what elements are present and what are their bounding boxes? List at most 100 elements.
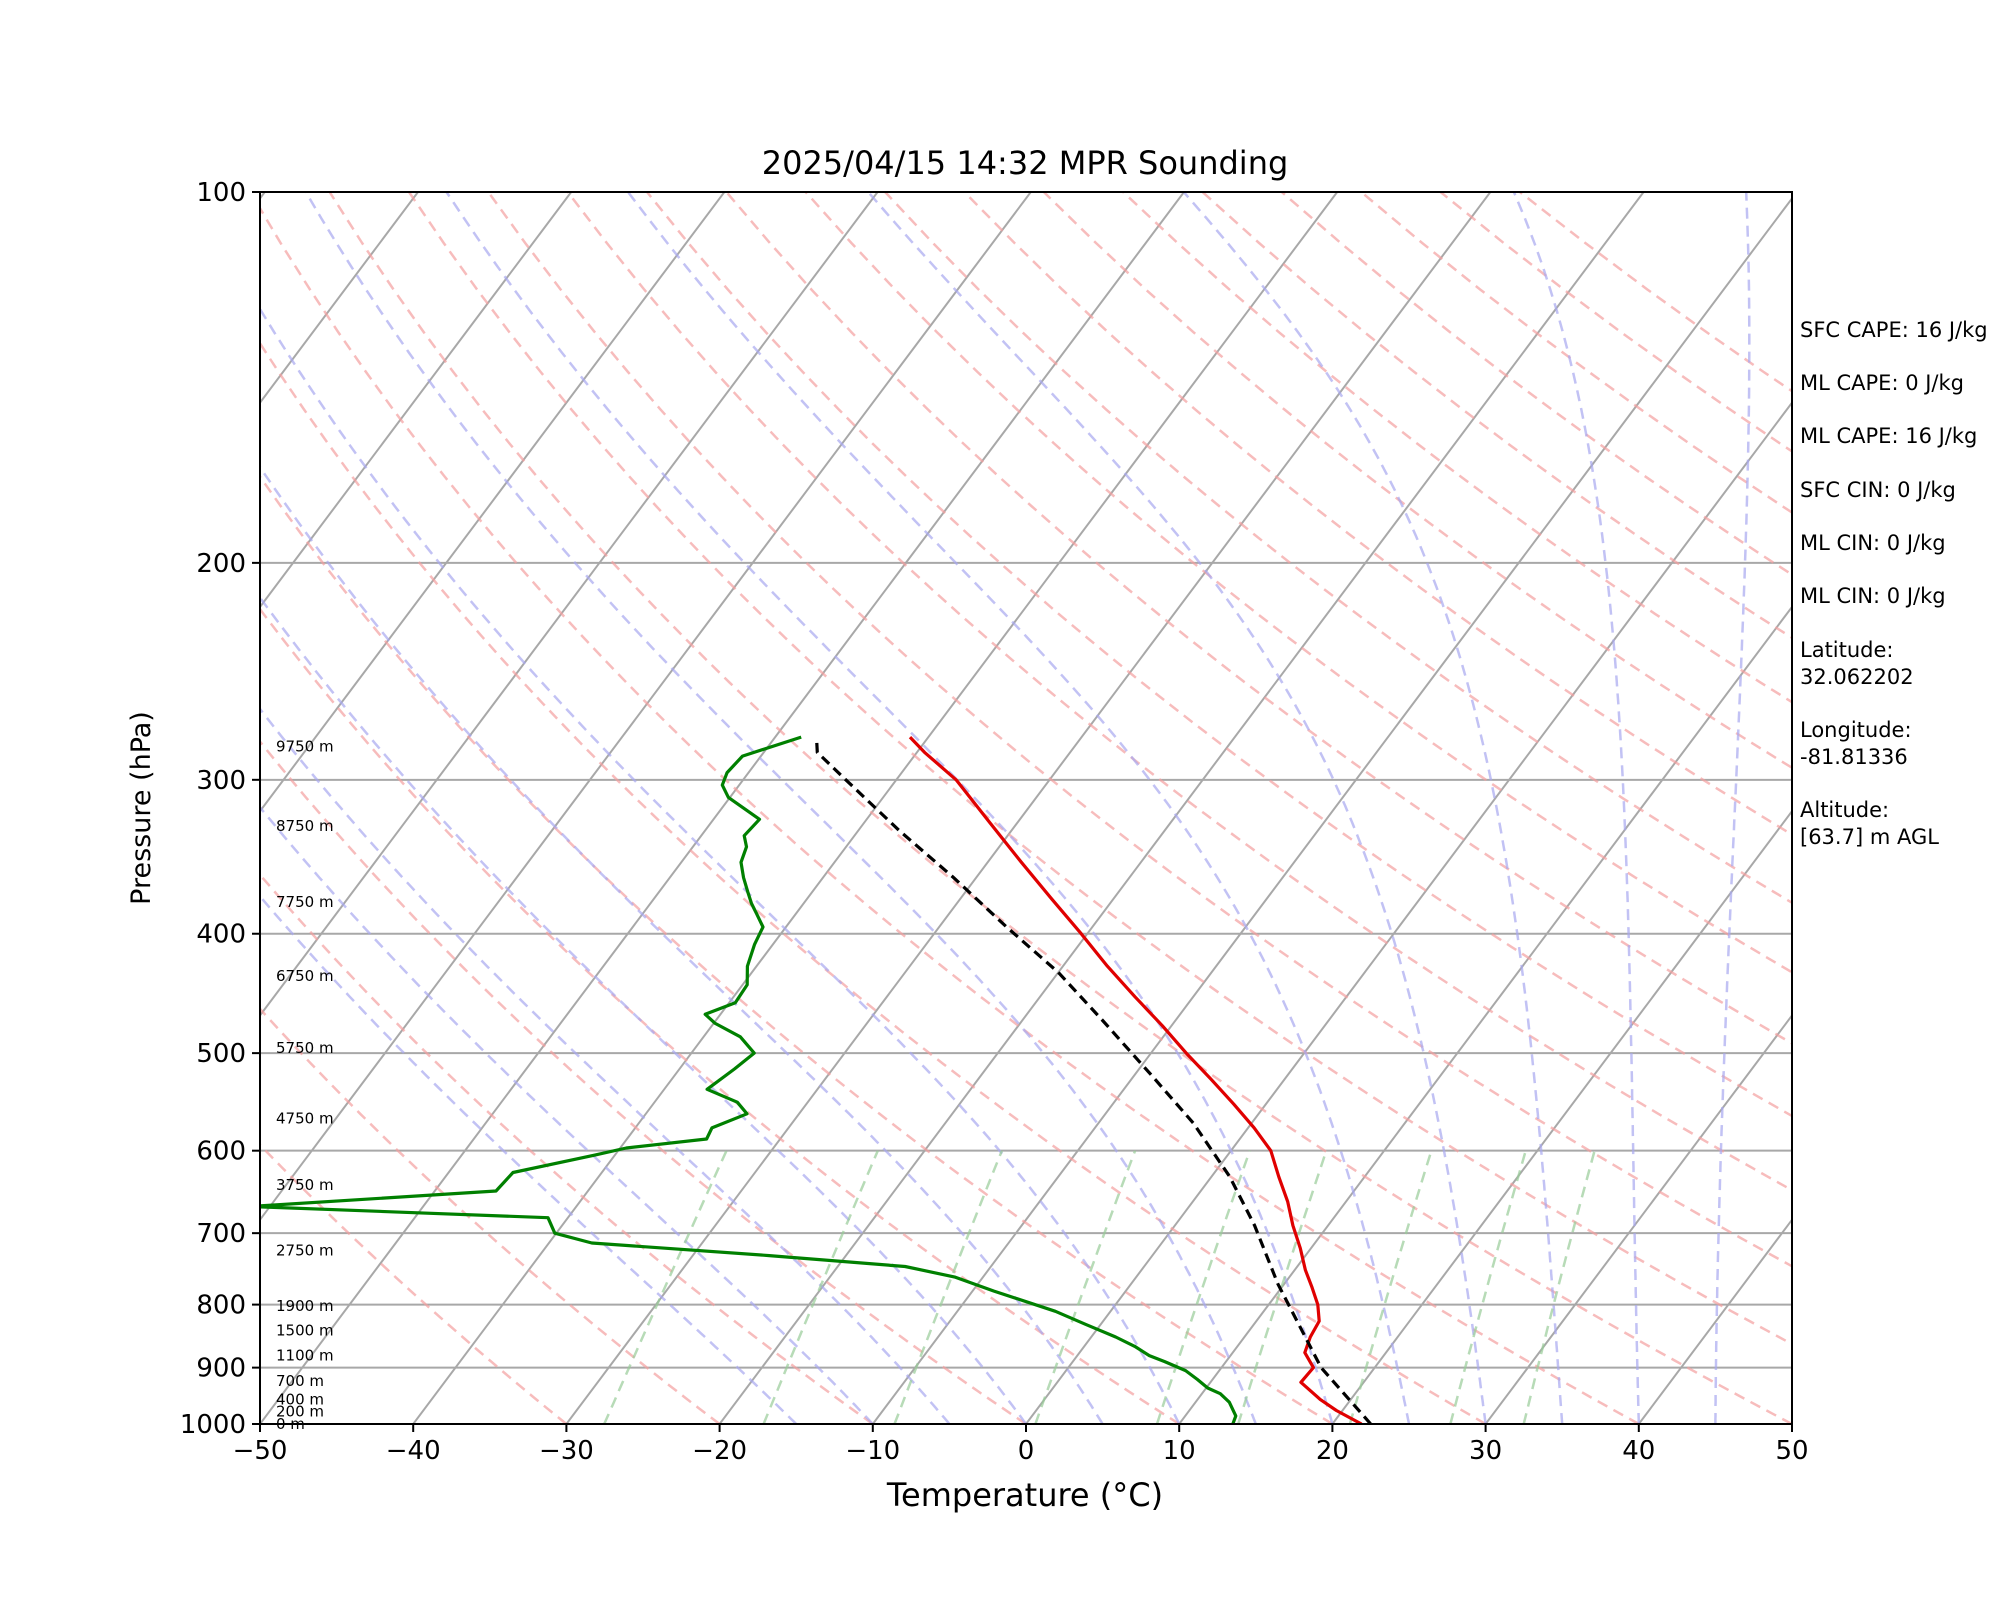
isotherm-line: [1178, 605, 1792, 1424]
x-tick-label: 50: [1775, 1436, 1808, 1466]
y-tick-label: 300: [196, 766, 246, 796]
latitude-label: Latitude:: [1800, 638, 1894, 662]
x-tick-label: 20: [1316, 1436, 1349, 1466]
x-tick-label: 30: [1469, 1436, 1502, 1466]
background-lines: [260, 192, 1792, 1424]
moist-adiabat: [260, 706, 951, 1424]
series-group: [260, 735, 1372, 1424]
plot-frame: [259, 191, 1793, 1425]
temperature-profile: [908, 735, 1363, 1424]
height-label: 6750 m: [276, 967, 334, 985]
mixing-ratio-line: [1348, 1150, 1433, 1424]
dry-adiabat: [1122, 192, 1792, 704]
isotherm-line: [260, 192, 573, 609]
height-label: 8750 m: [276, 817, 334, 835]
height-label: 200 m: [276, 1403, 324, 1421]
x-tick-label: 40: [1622, 1436, 1655, 1466]
altitude-label: Altitude:: [1800, 798, 1890, 822]
dry-adiabat: [260, 205, 1640, 1424]
moist-adiabat: [304, 192, 1257, 1424]
x-tick-label: −40: [386, 1436, 441, 1466]
side-stat-ml-cin-2: ML CIN: 0 J/kg: [1800, 584, 1946, 608]
height-label: 3750 m: [276, 1176, 334, 1194]
moist-adiabat: [260, 464, 1104, 1424]
y-axis-label: Pressure (hPa): [126, 711, 157, 905]
moist-adiabat: [260, 894, 798, 1424]
y-tick-label: 200: [196, 549, 246, 579]
isotherm-line: [871, 196, 1792, 1424]
dry-adiabat: [260, 1007, 721, 1424]
dry-adiabat: [646, 192, 1792, 1118]
x-axis-label: Temperature (°C): [886, 1476, 1163, 1514]
x-tick-label: −50: [233, 1436, 288, 1466]
moist-adiabat: [445, 192, 1334, 1424]
height-label: 0 m: [276, 1415, 305, 1433]
isotherm-line: [260, 192, 726, 813]
side-stat-ml-cin: ML CIN: 0 J/kg: [1800, 531, 1946, 555]
dry-adiabat: [328, 192, 1792, 1424]
moist-adiabat: [1512, 192, 1641, 1424]
mixing-ratio-line: [1522, 1150, 1596, 1424]
side-stat-ml-cape: ML CAPE: 0 J/kg: [1800, 371, 1965, 395]
isotherm-line: [1331, 809, 1792, 1424]
isotherm-line: [565, 192, 1492, 1424]
altitude-value: [63.7] m AGL: [1800, 825, 1939, 849]
longitude-label: Longitude:: [1800, 718, 1912, 742]
height-label: 400 m: [276, 1390, 324, 1408]
height-label: 5750 m: [276, 1039, 334, 1057]
height-label: 1900 m: [276, 1297, 334, 1315]
y-tick-label: 900: [196, 1354, 246, 1384]
isotherm-line: [1025, 401, 1792, 1424]
height-label: 700 m: [276, 1372, 324, 1390]
height-label: 1100 m: [276, 1347, 334, 1365]
dry-adiabat: [487, 192, 1792, 1268]
y-tick-label: 500: [196, 1039, 246, 1069]
dry-adiabat: [260, 474, 1334, 1424]
parcel-profile: [814, 737, 1372, 1424]
moist-adiabat: [1714, 192, 1751, 1424]
y-tick-label: 800: [196, 1291, 246, 1321]
chart-title: 2025/04/15 14:32 MPR Sounding: [762, 144, 1289, 182]
mixing-ratio-line: [893, 1150, 1004, 1424]
height-label: 1500 m: [276, 1322, 334, 1340]
moist-adiabat: [627, 192, 1411, 1424]
dewpoint-profile: [260, 735, 1238, 1424]
dry-adiabat: [260, 739, 1027, 1424]
y-tick-label: 700: [196, 1219, 246, 1249]
dry-adiabat: [260, 1143, 568, 1424]
height-label: 2750 m: [276, 1241, 334, 1259]
dry-adiabat: [260, 607, 1180, 1424]
side-stat-ml-cape-2: ML CAPE: 16 J/kg: [1800, 424, 1978, 448]
side-stat-sfc-cin: SFC CIN: 0 J/kg: [1800, 478, 1956, 502]
moist-adiabat: [867, 192, 1487, 1424]
isotherm-line: [718, 192, 1645, 1424]
isotherm-line: [260, 192, 419, 405]
mixing-ratio-line: [1155, 1150, 1251, 1424]
moist-adiabat: [260, 595, 1028, 1424]
dry-adiabat: [260, 341, 1487, 1424]
mixing-ratio-line: [1034, 1150, 1137, 1424]
x-axis: −50 −40 −30 −20 −10 0 10 20 30 40 50: [233, 1424, 1809, 1466]
isotherm-line: [260, 192, 879, 1018]
height-label: 9750 m: [276, 738, 334, 756]
dry-adiabat: [566, 192, 1792, 1192]
dry-adiabat: [963, 192, 1792, 837]
y-tick-label: 1000: [180, 1410, 246, 1440]
isotherm-line: [260, 192, 1185, 1424]
height-label: 7750 m: [276, 893, 334, 911]
dry-adiabat: [804, 192, 1792, 974]
mixing-ratio-line: [762, 1150, 879, 1424]
moist-adiabat: [260, 306, 1181, 1424]
x-tick-label: 0: [1018, 1436, 1035, 1466]
x-tick-label: −30: [539, 1436, 594, 1466]
dry-adiabat: [407, 192, 1792, 1346]
latitude-value: 32.062202: [1800, 665, 1914, 689]
moist-adiabat: [1182, 192, 1564, 1424]
side-stat-sfc-cape: SFC CAPE: 16 J/kg: [1800, 318, 1988, 342]
height-label: 4750 m: [276, 1110, 334, 1128]
y-tick-label: 600: [196, 1137, 246, 1167]
dry-adiabat: [260, 872, 874, 1424]
mixing-ratio-line: [1237, 1150, 1328, 1424]
